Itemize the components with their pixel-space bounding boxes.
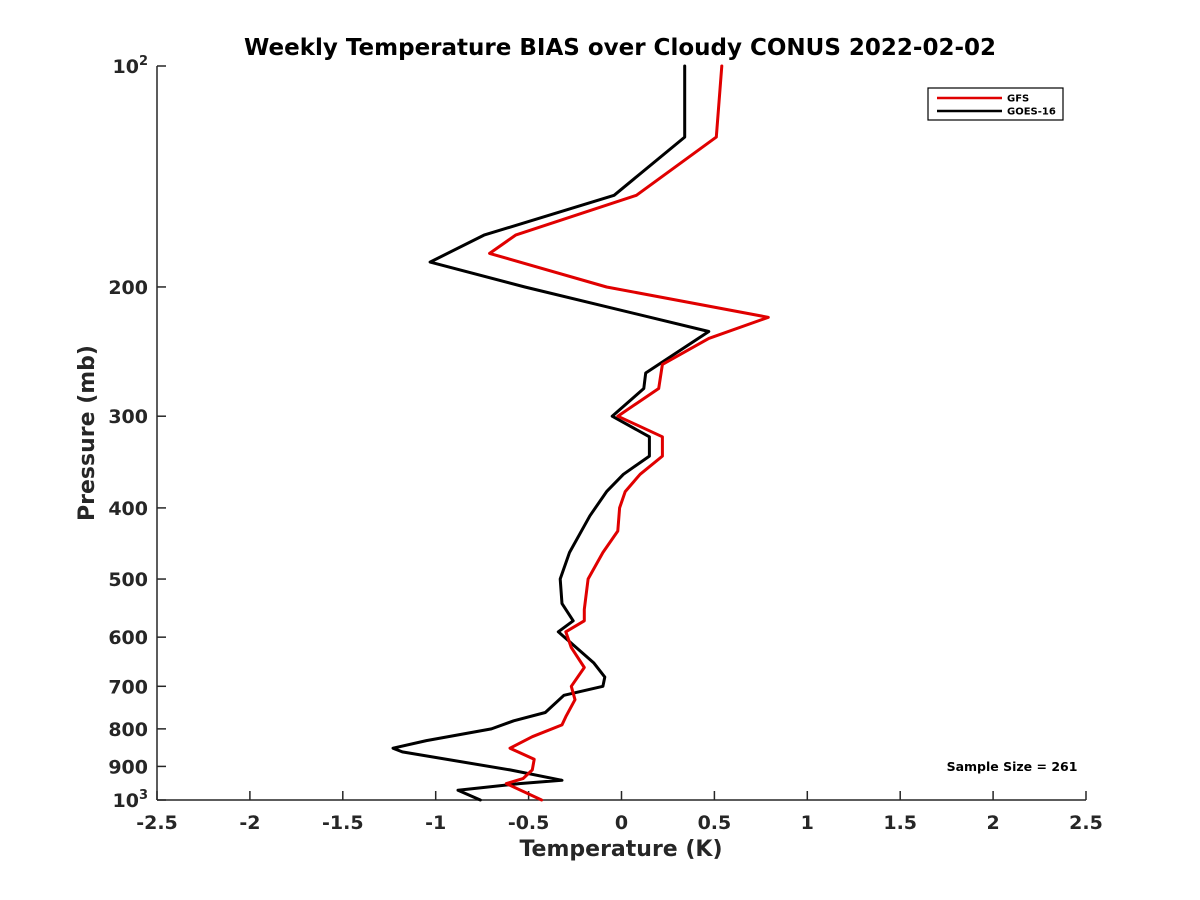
legend: GFS GOES-16 xyxy=(927,87,1064,121)
y-tick-label: 700 xyxy=(108,676,148,698)
x-tick-label: 0.5 xyxy=(698,812,732,834)
x-tick-label: -1 xyxy=(425,812,446,834)
legend-label: GOES-16 xyxy=(1007,107,1056,118)
series-layer xyxy=(391,64,770,802)
series-line-goes-16 xyxy=(391,64,711,802)
y-tick-label: 900 xyxy=(108,756,148,778)
y-tick-label: 102 xyxy=(113,54,149,78)
y-ticks: 102 200 300 400 500 600 700 800 900 103 xyxy=(108,54,166,812)
legend-label: GFS xyxy=(1007,94,1029,105)
legend-box xyxy=(927,87,1064,121)
y-tick-label: 300 xyxy=(108,406,148,428)
y-tick-label: 400 xyxy=(108,498,148,520)
x-tick-label: -2 xyxy=(239,812,260,834)
x-axis-label: Temperature (K) xyxy=(519,837,722,862)
x-tick-label: -1.5 xyxy=(322,812,364,834)
x-tick-label: 2 xyxy=(986,812,999,834)
x-ticks: -2.5 -2 -1.5 -1 -0.5 0 0.5 1 1.5 2 2.5 xyxy=(136,791,1103,834)
y-tick-label: 103 xyxy=(113,788,149,812)
plot-axes xyxy=(156,66,1086,801)
y-axis-label: Pressure (mb) xyxy=(75,345,100,521)
x-tick-label: 0 xyxy=(615,812,628,834)
chart-title: Weekly Temperature BIAS over Cloudy CONU… xyxy=(244,35,996,61)
y-tick-label: 500 xyxy=(108,569,148,591)
series-line-gfs xyxy=(488,64,770,802)
y-tick-label: 800 xyxy=(108,719,148,741)
y-tick-label: 200 xyxy=(108,277,148,299)
x-tick-label: 1 xyxy=(801,812,814,834)
x-tick-label: 2.5 xyxy=(1069,812,1103,834)
x-tick-label: -0.5 xyxy=(508,812,550,834)
x-tick-label: -2.5 xyxy=(136,812,178,834)
sample-size-annotation: Sample Size = 261 xyxy=(947,759,1078,774)
x-tick-label: 1.5 xyxy=(883,812,917,834)
y-tick-label: 600 xyxy=(108,627,148,649)
